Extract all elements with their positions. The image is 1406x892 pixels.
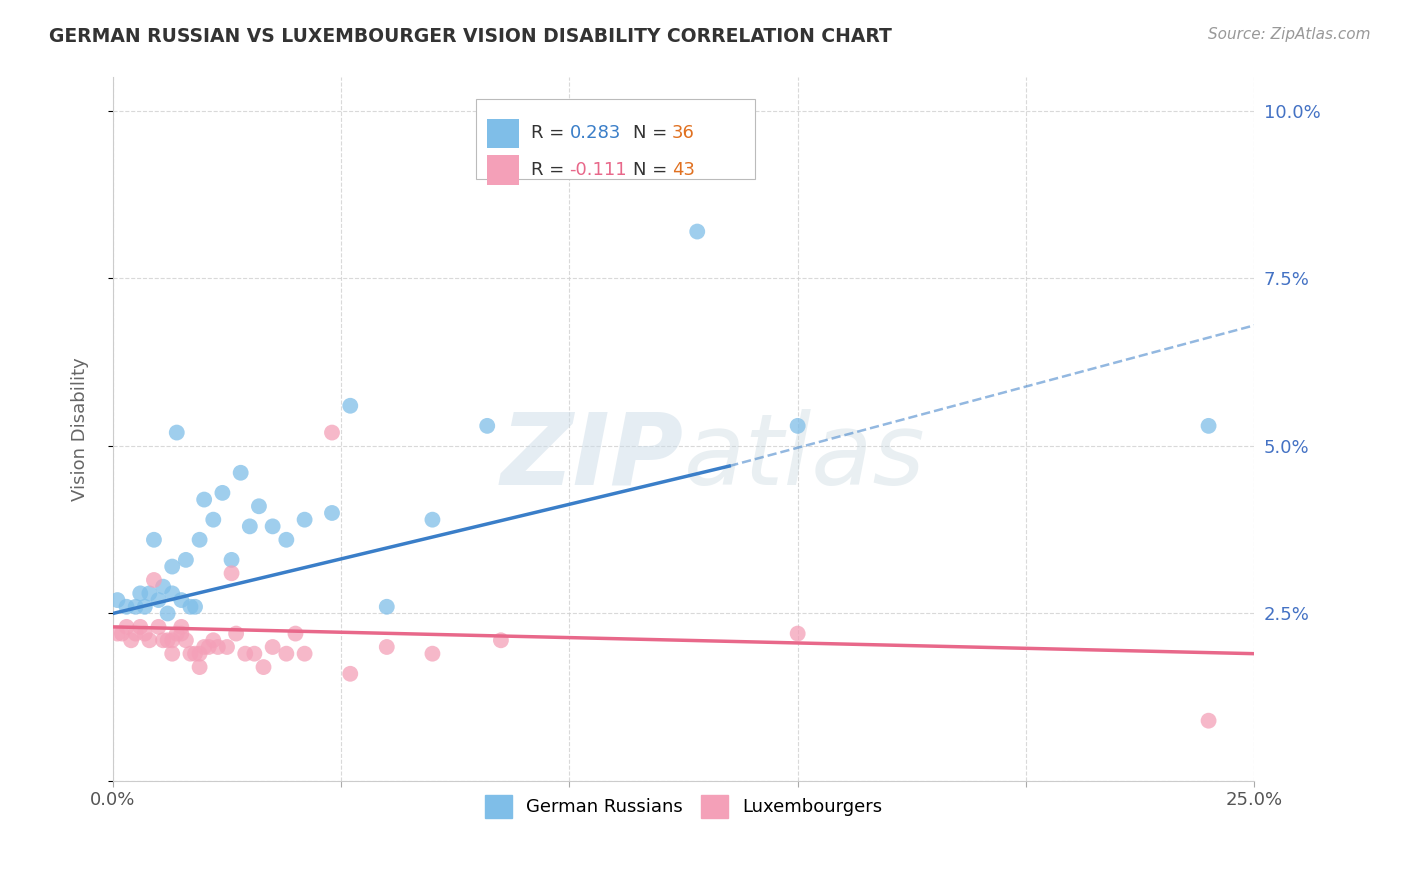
Point bbox=[221, 566, 243, 581]
Text: 36: 36 bbox=[672, 124, 695, 143]
Point bbox=[138, 633, 160, 648]
Point bbox=[375, 640, 398, 654]
Point bbox=[129, 586, 152, 600]
Point bbox=[134, 626, 156, 640]
Point bbox=[174, 553, 197, 567]
Point bbox=[422, 513, 444, 527]
Text: ZIP: ZIP bbox=[501, 409, 683, 506]
Point bbox=[375, 599, 398, 614]
Point bbox=[142, 573, 165, 587]
Point bbox=[170, 593, 193, 607]
Point bbox=[229, 466, 252, 480]
Point bbox=[422, 647, 444, 661]
Point bbox=[179, 647, 201, 661]
Point bbox=[262, 640, 284, 654]
Point bbox=[786, 626, 808, 640]
Point bbox=[294, 647, 316, 661]
Point bbox=[134, 599, 156, 614]
Point bbox=[207, 640, 229, 654]
Point bbox=[170, 626, 193, 640]
Legend: German Russians, Luxembourgers: German Russians, Luxembourgers bbox=[477, 789, 890, 825]
Point bbox=[193, 492, 215, 507]
Point bbox=[188, 533, 211, 547]
Point bbox=[188, 660, 211, 674]
Point bbox=[321, 506, 343, 520]
Point bbox=[124, 599, 146, 614]
Text: R =: R = bbox=[530, 124, 569, 143]
Text: R =: R = bbox=[530, 161, 569, 178]
Point bbox=[152, 580, 174, 594]
Text: 0.283: 0.283 bbox=[569, 124, 621, 143]
Point bbox=[294, 513, 316, 527]
Point bbox=[142, 533, 165, 547]
Text: -0.111: -0.111 bbox=[569, 161, 627, 178]
Point bbox=[170, 620, 193, 634]
Point bbox=[160, 647, 183, 661]
Text: 43: 43 bbox=[672, 161, 695, 178]
Text: N =: N = bbox=[633, 124, 673, 143]
Point bbox=[115, 620, 138, 634]
Point bbox=[156, 607, 179, 621]
Point bbox=[184, 599, 207, 614]
Point bbox=[284, 626, 307, 640]
Point bbox=[124, 626, 146, 640]
Point bbox=[252, 660, 274, 674]
Point bbox=[243, 647, 266, 661]
Point bbox=[120, 633, 142, 648]
Point bbox=[138, 586, 160, 600]
Point bbox=[160, 586, 183, 600]
Point bbox=[1198, 714, 1220, 728]
Point bbox=[107, 626, 129, 640]
Point bbox=[152, 633, 174, 648]
Point bbox=[262, 519, 284, 533]
Point bbox=[197, 640, 219, 654]
Point bbox=[174, 633, 197, 648]
Point bbox=[477, 418, 499, 433]
Point bbox=[247, 500, 270, 514]
Point bbox=[276, 533, 298, 547]
Point bbox=[160, 559, 183, 574]
Point bbox=[107, 593, 129, 607]
Point bbox=[202, 513, 225, 527]
Point bbox=[225, 626, 247, 640]
Point bbox=[489, 633, 512, 648]
Point bbox=[1198, 418, 1220, 433]
Text: atlas: atlas bbox=[683, 409, 925, 506]
Point bbox=[686, 225, 709, 239]
Point bbox=[221, 553, 243, 567]
Y-axis label: Vision Disability: Vision Disability bbox=[72, 358, 89, 501]
Point bbox=[193, 640, 215, 654]
Point bbox=[160, 633, 183, 648]
Text: N =: N = bbox=[633, 161, 673, 178]
Point bbox=[215, 640, 238, 654]
Point bbox=[239, 519, 262, 533]
Point bbox=[233, 647, 256, 661]
Point bbox=[339, 666, 361, 681]
Point bbox=[184, 647, 207, 661]
Point bbox=[321, 425, 343, 440]
Point bbox=[188, 647, 211, 661]
Point bbox=[156, 633, 179, 648]
Point bbox=[179, 599, 201, 614]
Bar bbox=[488, 155, 519, 185]
Point bbox=[276, 647, 298, 661]
Point bbox=[166, 425, 188, 440]
Point bbox=[339, 399, 361, 413]
Point bbox=[115, 599, 138, 614]
Point bbox=[129, 620, 152, 634]
Point bbox=[202, 633, 225, 648]
Text: GERMAN RUSSIAN VS LUXEMBOURGER VISION DISABILITY CORRELATION CHART: GERMAN RUSSIAN VS LUXEMBOURGER VISION DI… bbox=[49, 27, 891, 45]
Point bbox=[148, 620, 170, 634]
Point bbox=[786, 418, 808, 433]
Point bbox=[211, 486, 233, 500]
Text: Source: ZipAtlas.com: Source: ZipAtlas.com bbox=[1208, 27, 1371, 42]
Point bbox=[166, 626, 188, 640]
Point bbox=[148, 593, 170, 607]
Bar bbox=[488, 119, 519, 148]
Point bbox=[111, 626, 134, 640]
